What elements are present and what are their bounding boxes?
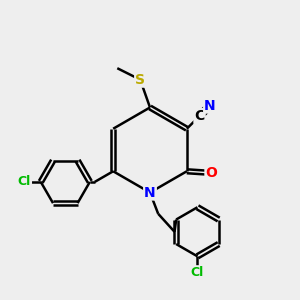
Text: O: O (206, 166, 217, 180)
Text: N: N (144, 185, 156, 200)
Text: Cl: Cl (18, 176, 31, 188)
Text: N: N (204, 99, 216, 112)
Text: Cl: Cl (191, 266, 204, 279)
Text: C: C (194, 109, 205, 123)
Text: S: S (135, 73, 145, 87)
